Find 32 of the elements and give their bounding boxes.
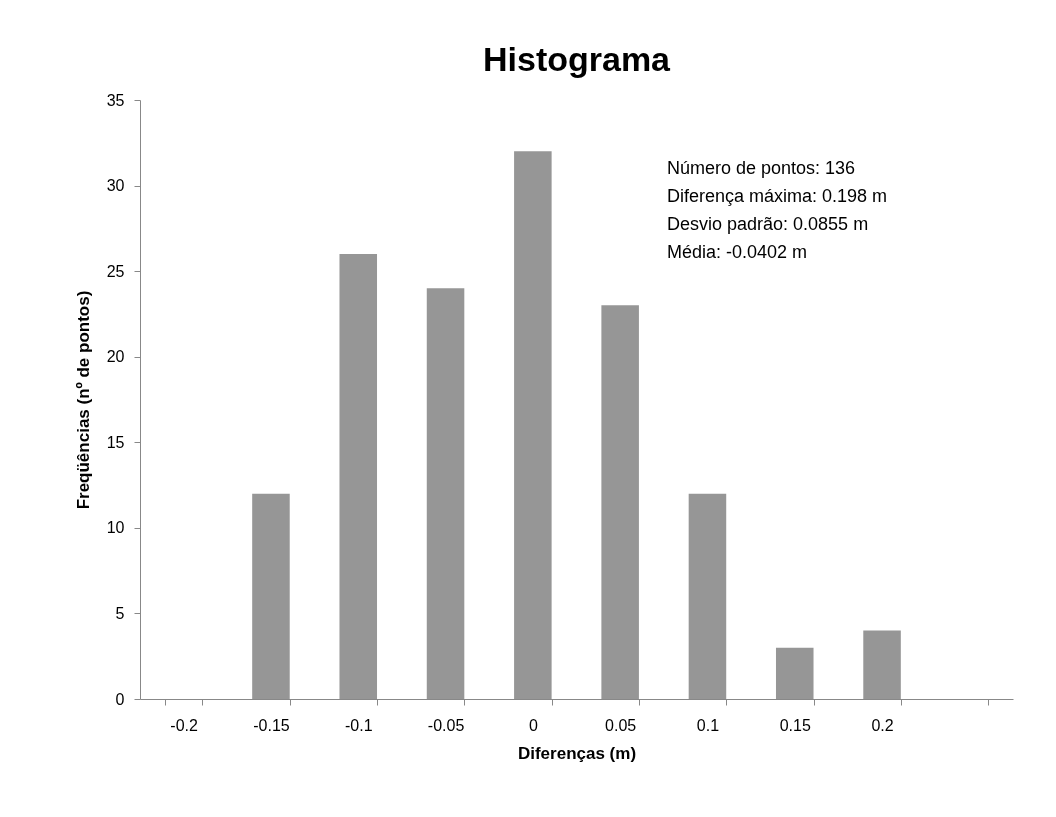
y-tick-label: 25 xyxy=(106,262,125,280)
x-tick-label: 0.05 xyxy=(605,716,637,734)
y-tick-label: 30 xyxy=(106,177,125,195)
x-tick-label: 0.2 xyxy=(871,716,894,734)
x-tick-label: -0.2 xyxy=(170,716,199,734)
x-tick-label: 0.15 xyxy=(779,716,811,734)
bar xyxy=(514,151,552,699)
bar xyxy=(601,305,639,699)
x-tick-label: -0.1 xyxy=(344,716,373,734)
chart-title: Histograma xyxy=(482,40,672,78)
y-tick-label: 5 xyxy=(115,604,125,622)
bar xyxy=(252,493,290,699)
y-tick-label: 20 xyxy=(106,348,125,366)
y-tick-label: 35 xyxy=(106,91,125,109)
annotation: Média: -0.0402 m xyxy=(667,242,808,262)
bar xyxy=(863,630,901,699)
y-tick-label: 15 xyxy=(106,433,125,451)
x-tick-label: -0.15 xyxy=(253,716,290,734)
x-tick-label: 0 xyxy=(528,716,538,734)
x-tick-label: -0.05 xyxy=(427,716,465,734)
annotation: Desvio padrão: 0.0855 m xyxy=(667,214,869,234)
bar xyxy=(426,288,465,699)
y-tick-label: 10 xyxy=(106,519,125,537)
annotation: Diferença máxima: 0.198 m xyxy=(667,186,888,206)
x-tick-label: 0.1 xyxy=(696,716,720,734)
bar xyxy=(775,647,814,699)
bar xyxy=(339,254,378,699)
bar xyxy=(688,493,727,699)
y-axis-title: Freqüências (nº de pontos) xyxy=(73,290,93,510)
y-tick-label: 0 xyxy=(115,690,125,708)
x-axis-title: Diferenças (m) xyxy=(517,743,637,763)
annotation: Número de pontos: 136 xyxy=(667,158,856,178)
